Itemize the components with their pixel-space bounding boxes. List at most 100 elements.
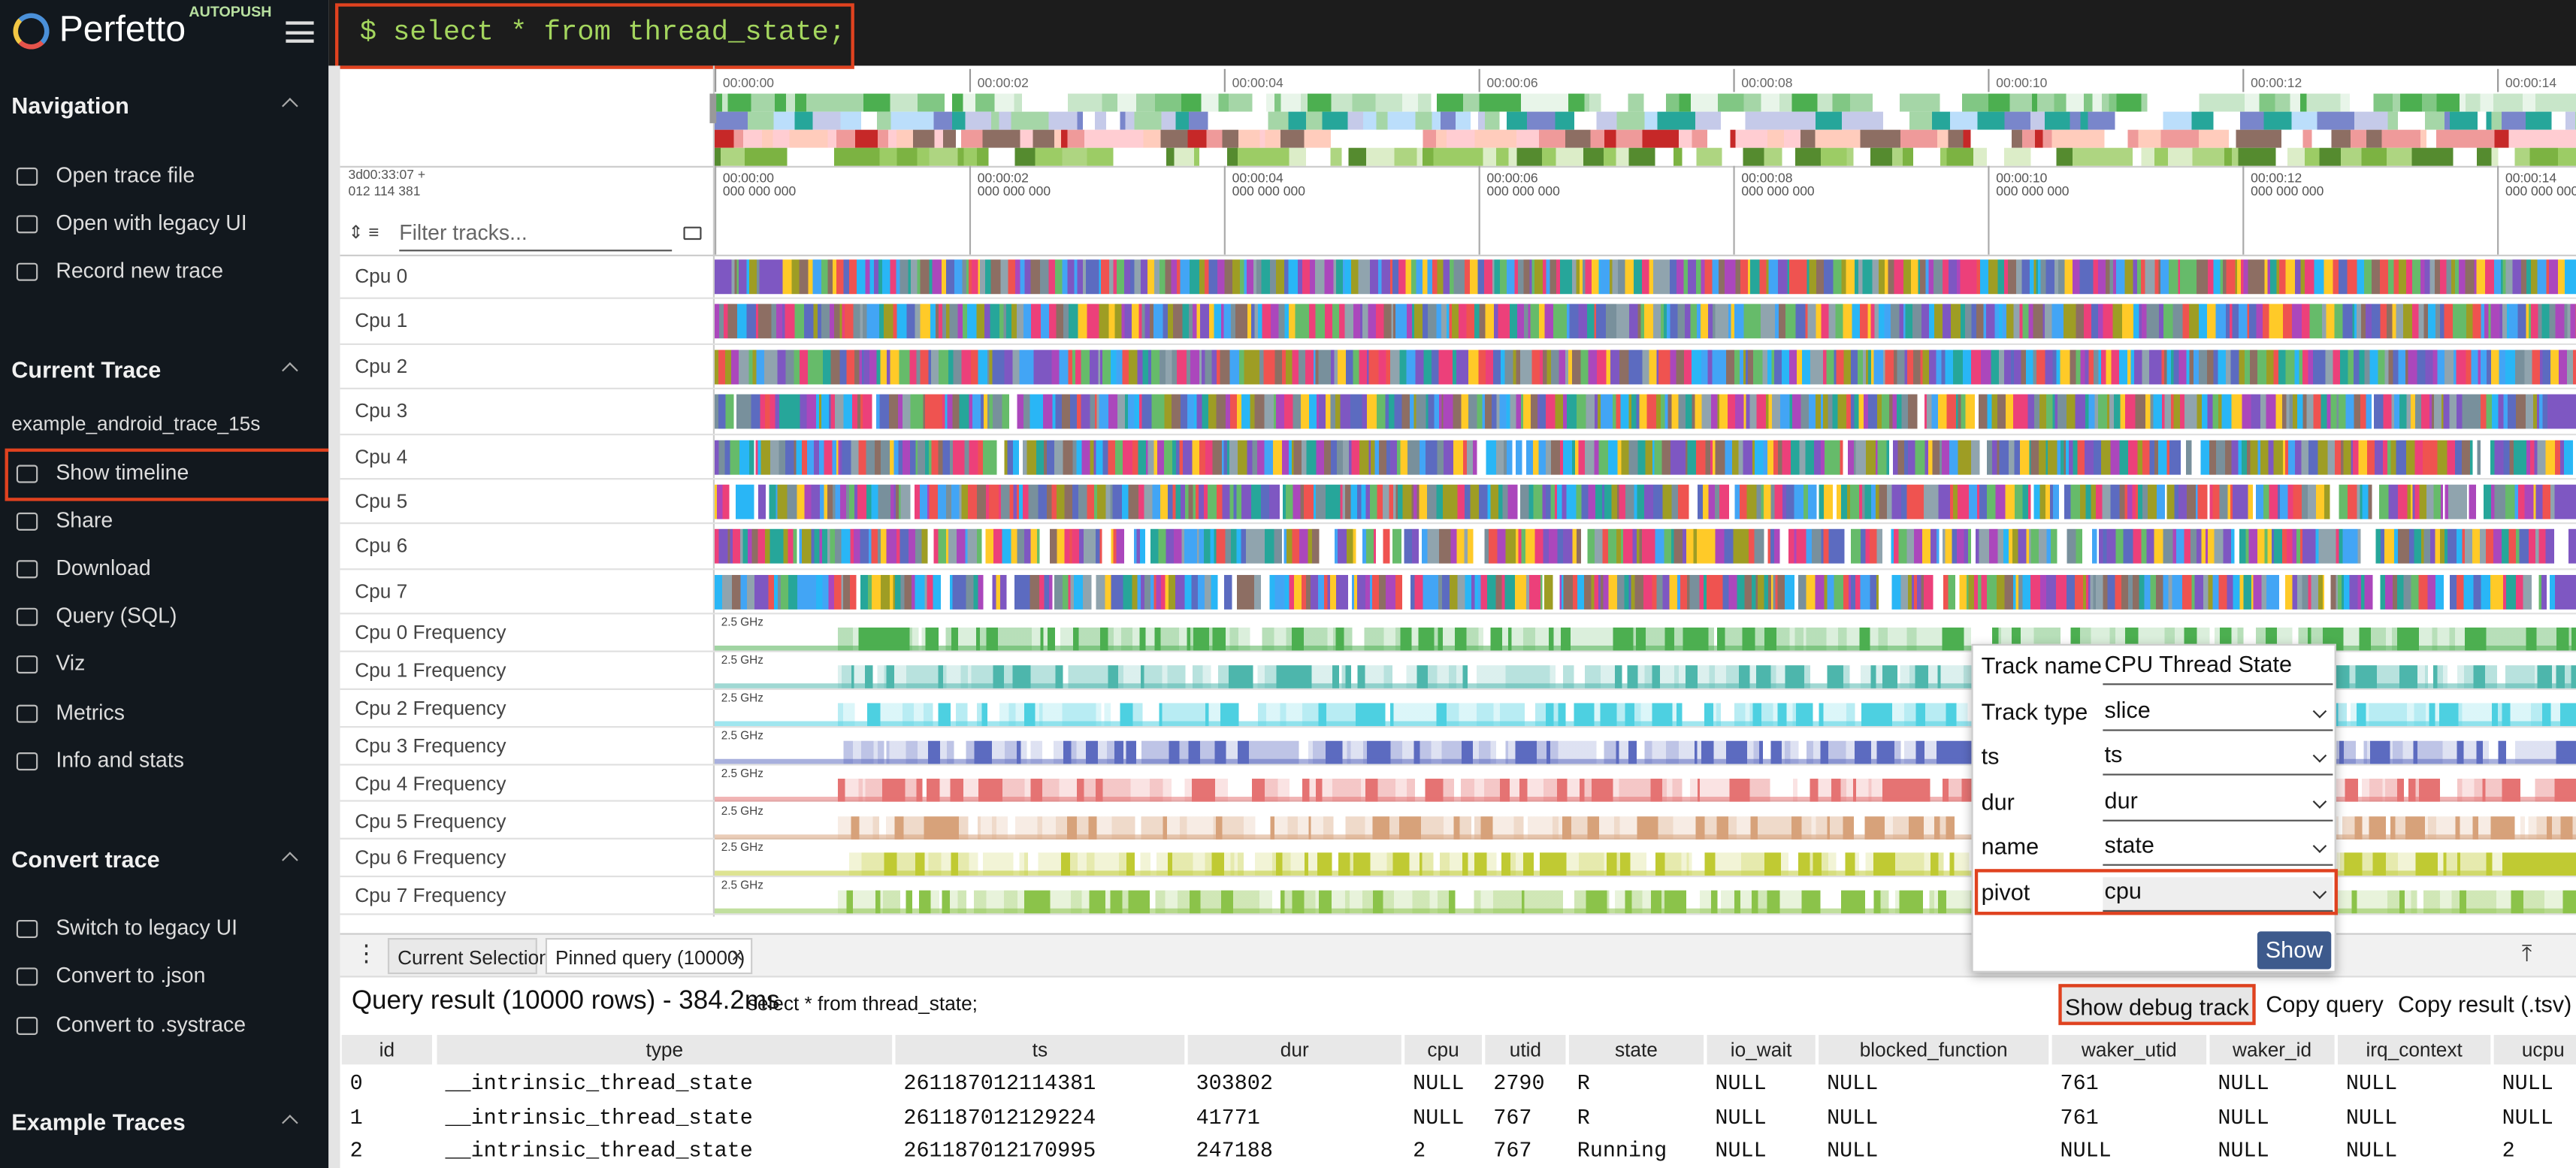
header-label: irq_context (2338, 1038, 2490, 1061)
track-name[interactable]: Cpu 7 Frequency (355, 885, 506, 908)
panel-button[interactable]: Copy result (.tsv) (2393, 984, 2576, 1025)
table-cell: 2790 (1493, 1071, 1544, 1096)
item-icon (17, 705, 38, 723)
time-tick-sub: 000 000 000 (2251, 184, 2324, 199)
header-label: id (342, 1038, 432, 1061)
nav-item[interactable]: Share (56, 507, 113, 532)
cpu-slices (715, 259, 2576, 294)
panel-title: Query result (10000 rows) - 384.2ms (352, 988, 780, 1017)
freq-max-label: 2.5 GHz (721, 881, 763, 892)
nav-item[interactable]: Download (56, 555, 150, 580)
menu-button[interactable] (286, 21, 313, 42)
table-cell: __intrinsic_thread_state (445, 1105, 752, 1130)
field-label: Track name (1982, 652, 2102, 679)
button-label: Show (2257, 937, 2331, 963)
table-cell: NULL (1715, 1139, 1766, 1163)
track-name[interactable]: Cpu 4 (355, 444, 407, 468)
track-name[interactable]: Cpu 2 Frequency (355, 696, 506, 719)
track-name[interactable]: Cpu 3 (355, 400, 407, 423)
nav-item[interactable]: Metrics (56, 700, 125, 725)
time-tick-sub: 000 000 000 (1996, 184, 2069, 199)
nav-item[interactable]: Record new trace (56, 258, 223, 283)
clear-icon[interactable] (683, 227, 701, 240)
tab-close[interactable]: × (731, 943, 744, 968)
overview-tick (1479, 69, 1480, 92)
collapse-icon[interactable]: ⤒ (2522, 940, 2532, 967)
badge: AUTOPUSH (189, 3, 271, 20)
nav-item[interactable]: Viz (56, 651, 85, 676)
track-name[interactable]: Cpu 2 (355, 355, 407, 378)
overview-tick-label: 00:00:06 (1487, 76, 1538, 91)
time-tick-sub: 000 000 000 (1487, 184, 1560, 199)
nav-item[interactable]: Convert to .systrace (56, 1012, 246, 1036)
nav-item[interactable]: Info and stats (56, 747, 184, 772)
table-cell: NULL (1827, 1071, 1878, 1096)
track-name[interactable]: Cpu 6 Frequency (355, 846, 506, 870)
sort-icon[interactable]: ⇕ ≡ (348, 222, 379, 243)
nav-item[interactable]: Open with legacy UI (56, 210, 246, 235)
track-name[interactable]: Cpu 7 (355, 579, 407, 603)
track-name[interactable]: Cpu 6 (355, 534, 407, 558)
section-title[interactable]: Convert trace (11, 846, 159, 873)
tab[interactable]: Pinned query (10000) (546, 938, 752, 974)
table-cell: R (1577, 1071, 1590, 1096)
section-title[interactable]: Navigation (11, 92, 128, 118)
logo (13, 13, 49, 49)
nav-item[interactable]: Query (SQL) (56, 603, 177, 628)
tab-label: Pinned query (10000) (555, 946, 751, 970)
time-tick (2242, 166, 2244, 255)
filter-input[interactable]: Filter tracks... (399, 220, 672, 252)
button-label: Copy query (2259, 991, 2390, 1017)
track-name[interactable]: Cpu 0 (355, 265, 407, 288)
time-tick (1988, 166, 1989, 255)
table-cell: NULL (2218, 1071, 2269, 1096)
column-header: ts (895, 1035, 1184, 1064)
overview-tick-label: 00:00:02 (978, 76, 1029, 91)
cpu-slices (715, 485, 2576, 519)
track-name[interactable]: Cpu 5 (355, 489, 407, 513)
nav-item[interactable]: Convert to .json (56, 963, 205, 988)
overview-tick (715, 69, 716, 92)
track-name[interactable]: Cpu 4 Frequency (355, 771, 506, 794)
nav-item[interactable]: Open trace file (56, 162, 195, 187)
table-cell: 2 (350, 1139, 363, 1163)
column-header: waker_utid (2052, 1035, 2207, 1064)
table-cell: 2 (2502, 1139, 2515, 1163)
time-tick (1224, 166, 1226, 255)
tab[interactable]: Current Selection (388, 938, 537, 974)
panel-button[interactable]: Copy query (2259, 984, 2390, 1025)
track-name[interactable]: Cpu 1 (355, 310, 407, 333)
section-title[interactable]: Current Trace (11, 356, 161, 383)
header-label: ts (895, 1038, 1184, 1061)
item-icon (17, 560, 38, 578)
field-input[interactable]: dur (2103, 787, 2333, 822)
track-name[interactable]: Cpu 1 Frequency (355, 658, 506, 682)
column-header: irq_context (2338, 1035, 2490, 1064)
track-name[interactable]: Cpu 0 Frequency (355, 621, 506, 644)
field-input[interactable]: ts (2103, 741, 2333, 776)
field-input[interactable]: slice (2103, 697, 2333, 731)
cpu-slices (715, 395, 2576, 429)
nav-item[interactable]: Switch to legacy UI (56, 915, 237, 940)
field-input[interactable]: CPU Thread State (2103, 651, 2333, 685)
header-label: dur (1188, 1038, 1401, 1061)
omnibox[interactable]: $select * from thread_state; (335, 3, 854, 68)
show-button[interactable]: Show (2257, 931, 2331, 969)
section-title[interactable]: Example Traces (11, 1109, 185, 1135)
table-cell: 261187012114381 (903, 1071, 1096, 1096)
axis-border (340, 166, 2576, 168)
field-label: dur (1982, 788, 2015, 815)
table-cell: NULL (1715, 1105, 1766, 1130)
field-input[interactable]: state (2103, 831, 2333, 866)
header-label: io_wait (1707, 1038, 1815, 1061)
table-cell: NULL (2502, 1071, 2553, 1096)
track-name[interactable]: Cpu 5 Frequency (355, 809, 506, 832)
panel-menu[interactable]: ⋮ (355, 940, 378, 967)
chevron (282, 1115, 298, 1131)
track-name[interactable]: Cpu 3 Frequency (355, 734, 506, 757)
column-header: dur (1188, 1035, 1401, 1064)
panel-button[interactable]: Show debug track (2058, 984, 2255, 1025)
overview-tick-label: 00:00:14 (2505, 76, 2556, 91)
highlight-box (1975, 869, 2338, 915)
time-tick (969, 166, 971, 255)
